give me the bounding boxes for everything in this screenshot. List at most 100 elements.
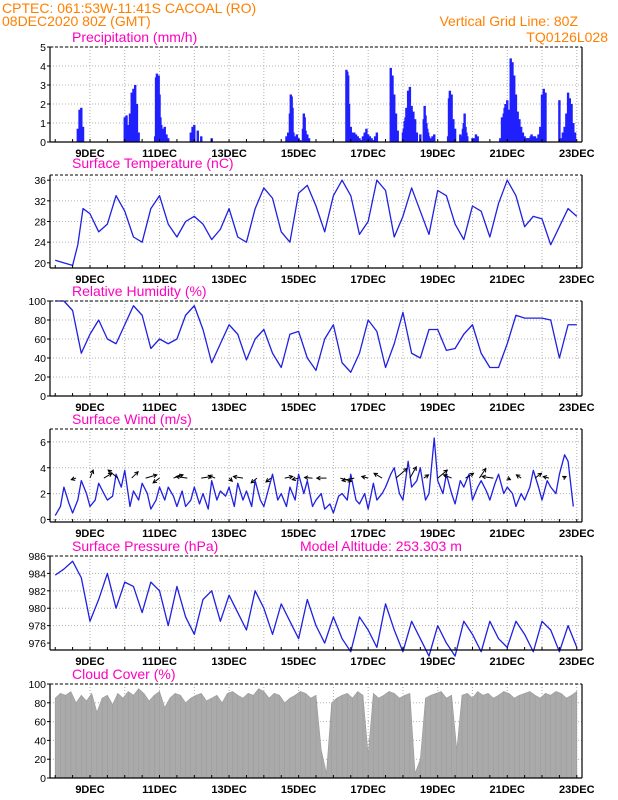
y-tick-label: 100 (28, 296, 46, 308)
x-tick-label: 19DEC (420, 402, 456, 414)
precip-bar (396, 130, 399, 142)
wind-arrow (145, 474, 157, 479)
y-tick-label: 984 (28, 568, 46, 580)
precip-bar (566, 92, 570, 142)
wind-arrowhead (175, 474, 181, 480)
precip-bar (372, 140, 375, 142)
header-station: CPTEC: 061:53W-11:41S CACOAL (RO) (2, 0, 256, 16)
wind-arrowhead (360, 474, 366, 480)
precip-bar (133, 85, 137, 142)
precip-bar (349, 126, 352, 142)
wind-arrow (176, 475, 188, 479)
panel-pres: Surface Pressure (hPa) Model Altitude: 25… (28, 538, 594, 668)
precip-bar (559, 138, 563, 142)
x-tick-label: 21DEC (490, 656, 526, 668)
wind-arrow (103, 472, 113, 479)
wind-arrow (284, 475, 293, 479)
x-tick-label: 17DEC (350, 148, 386, 160)
wind-arrowhead (207, 474, 213, 479)
y-tick-label: 80 (34, 315, 46, 327)
precip-bar (292, 132, 295, 142)
precip-bar (448, 90, 452, 142)
wind-arrow (107, 469, 119, 479)
precip-bar (504, 104, 507, 142)
wind-arrow (208, 475, 216, 479)
wind-arrowhead (315, 475, 321, 481)
header-date: 08DEC2020 80Z (GMT) (2, 13, 151, 29)
precip-bar (303, 117, 306, 142)
x-tick-label: 13DEC (211, 784, 247, 796)
precip-bar (347, 104, 351, 142)
precip-bar (408, 86, 412, 142)
x-tick-label: 23DEC (559, 656, 595, 668)
precip-bar (291, 107, 294, 142)
precip-bar (568, 98, 572, 142)
x-tick-label: 15DEC (281, 274, 317, 286)
y-tick-label: 20 (34, 258, 46, 270)
precip-bar (360, 140, 363, 142)
pres-title: Surface Pressure (hPa) (72, 538, 218, 554)
x-tick-label: 9DEC (75, 656, 104, 668)
wind-arrowhead (265, 478, 271, 483)
x-tick-label: 19DEC (420, 656, 456, 668)
precip-bar (519, 126, 523, 142)
panel-precip: Precipitation (mm/h) 0 1 2 3 4 5 9DEC 11DEC 13DEC… (40, 29, 594, 160)
precip-bar (412, 111, 415, 142)
y-tick-label: 0 (40, 514, 46, 526)
y-tick-label: 24 (34, 237, 46, 249)
precip-bar (394, 113, 398, 142)
wind-arrowhead (482, 467, 487, 473)
wind-arrowhead (250, 478, 256, 484)
wind-arrowhead (341, 477, 347, 483)
y-tick-label: 978 (28, 621, 46, 633)
x-tick-label: 17DEC (350, 784, 386, 796)
wind-arrow (465, 472, 474, 479)
x-tick-label: 9DEC (75, 784, 104, 796)
x-tick-label: 15DEC (281, 784, 317, 796)
header-grid-line: Vertical Grid Line: 80Z (439, 13, 578, 29)
precip-bar (405, 107, 408, 142)
precip-bar (563, 126, 566, 142)
precip-bar (509, 58, 512, 142)
wind-arrowhead (481, 474, 487, 480)
y-tick-label: 20 (34, 754, 46, 766)
x-tick-label: 19DEC (420, 784, 456, 796)
panel-cloud: Cloud Cover (%) 0 20 40 60 80 100 9DEC 11DEC 13DE… (28, 666, 594, 796)
wind-arrow (443, 474, 452, 479)
precip-bar (161, 128, 165, 142)
x-tick-label: 21DEC (490, 784, 526, 796)
precip-bar (516, 111, 519, 142)
precip-bar (130, 92, 133, 142)
precip-bar (127, 124, 130, 142)
wind-arrow (482, 475, 494, 479)
precip-bar (167, 138, 170, 142)
precip-bar (572, 123, 575, 142)
wind-arrow (437, 469, 448, 479)
wind-arrow (131, 471, 139, 479)
cloud-title: Cloud Cover (%) (72, 666, 175, 682)
wind-arrowhead (89, 469, 95, 475)
precip-bar (132, 88, 135, 142)
precip-bar (573, 132, 577, 142)
pres-subtitle: Model Altitude: 253.303 m (300, 538, 462, 554)
x-tick-label: 11DEC (142, 148, 177, 160)
precip-bar (507, 109, 511, 142)
panel-temp: Surface Temperature (nC) 20 24 28 32 36 9DEC 11… (34, 155, 594, 286)
x-tick-label: 11DEC (142, 656, 177, 668)
x-tick-label: 21DEC (490, 148, 526, 160)
wind-arrowhead (506, 476, 512, 481)
x-tick-label: 23DEC (559, 528, 595, 540)
precip-bar (137, 132, 140, 142)
wind-arrow (152, 477, 160, 484)
wind-arrow (534, 472, 542, 479)
precip-bar (363, 132, 366, 142)
precip-bar (81, 126, 85, 142)
y-tick-label: 982 (28, 586, 46, 598)
precip-bar (160, 124, 163, 142)
precip-bar (532, 136, 535, 142)
precip-bar (514, 94, 518, 142)
panels: Precipitation (mm/h) 0 1 2 3 4 5 9DEC 11DEC 13DEC… (28, 29, 594, 796)
precip-bar (511, 62, 514, 143)
precip-bar (431, 136, 434, 142)
x-tick-label: 9DEC (75, 274, 104, 286)
